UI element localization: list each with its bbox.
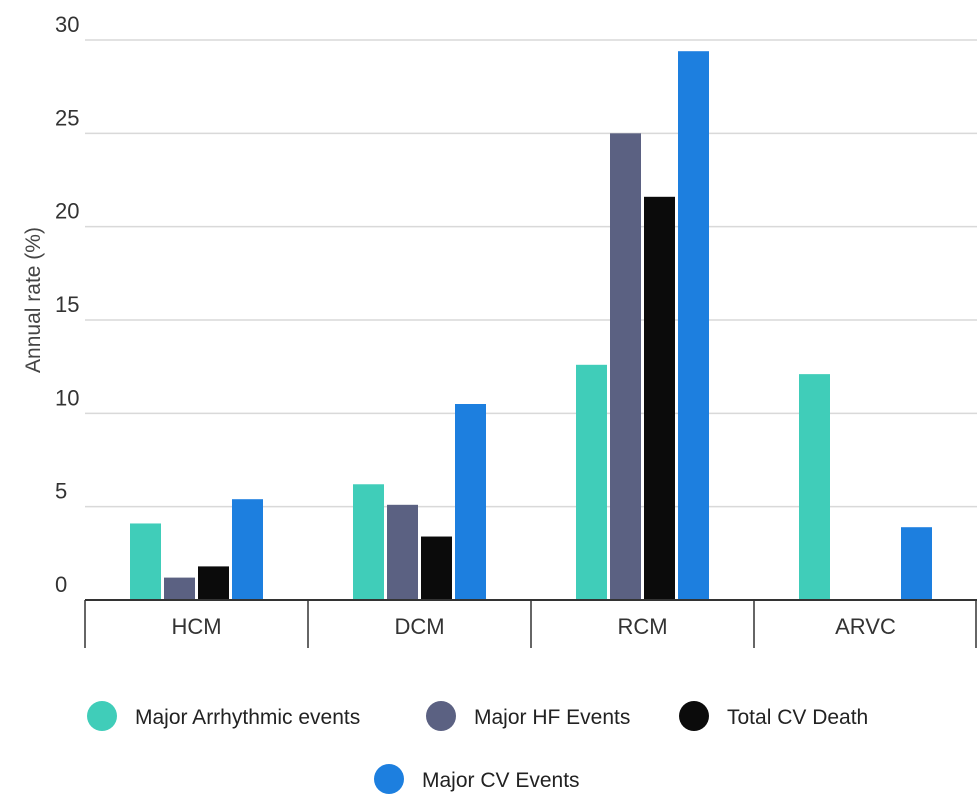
bar-arvc-1 bbox=[799, 374, 830, 600]
y-tick-label: 30 bbox=[55, 12, 79, 37]
bar-hcm-4 bbox=[232, 499, 263, 600]
y-tick-label: 5 bbox=[55, 479, 67, 504]
legend-label: Major HF Events bbox=[474, 706, 630, 729]
x-tick-label: ARVC bbox=[835, 614, 896, 639]
legend-swatch bbox=[679, 701, 709, 731]
bar-rcm-4 bbox=[678, 51, 709, 600]
legend: Major Arrhythmic events Major HF Events To… bbox=[87, 701, 868, 794]
x-tick-label: HCM bbox=[171, 614, 221, 639]
bar-arvc-4 bbox=[901, 527, 932, 600]
bar-rcm-2 bbox=[610, 133, 641, 601]
x-tick-label: RCM bbox=[617, 614, 667, 639]
legend-swatch bbox=[87, 701, 117, 731]
legend-label: Major CV Events bbox=[422, 769, 580, 792]
y-axis-ticks: 0 5 10 15 20 25 30 bbox=[55, 12, 79, 597]
bar-hcm-2 bbox=[164, 577, 195, 600]
bar-dcm-3 bbox=[421, 536, 452, 600]
y-tick-label: 0 bbox=[55, 572, 67, 597]
bar-dcm-4 bbox=[455, 404, 486, 600]
bar-dcm-1 bbox=[353, 484, 384, 600]
y-tick-label: 10 bbox=[55, 385, 79, 410]
bar-hcm-3 bbox=[198, 566, 229, 600]
legend-swatch bbox=[426, 701, 456, 731]
legend-label: Total CV Death bbox=[727, 706, 868, 729]
x-tick-label: DCM bbox=[394, 614, 444, 639]
y-tick-label: 25 bbox=[55, 105, 79, 130]
y-tick-label: 15 bbox=[55, 292, 79, 317]
legend-label: Major Arrhythmic events bbox=[135, 706, 360, 729]
bar-rcm-1 bbox=[576, 364, 607, 600]
bar-hcm-1 bbox=[130, 523, 161, 600]
bar-dcm-2 bbox=[387, 504, 418, 600]
y-tick-label: 20 bbox=[55, 199, 79, 224]
x-axis: HCM DCM RCM ARVC bbox=[84, 599, 977, 648]
bars bbox=[130, 51, 932, 601]
y-axis-title: Annual rate (%) bbox=[22, 227, 45, 373]
legend-swatch bbox=[374, 764, 404, 794]
gridlines bbox=[85, 39, 977, 508]
bar-rcm-3 bbox=[644, 196, 675, 601]
